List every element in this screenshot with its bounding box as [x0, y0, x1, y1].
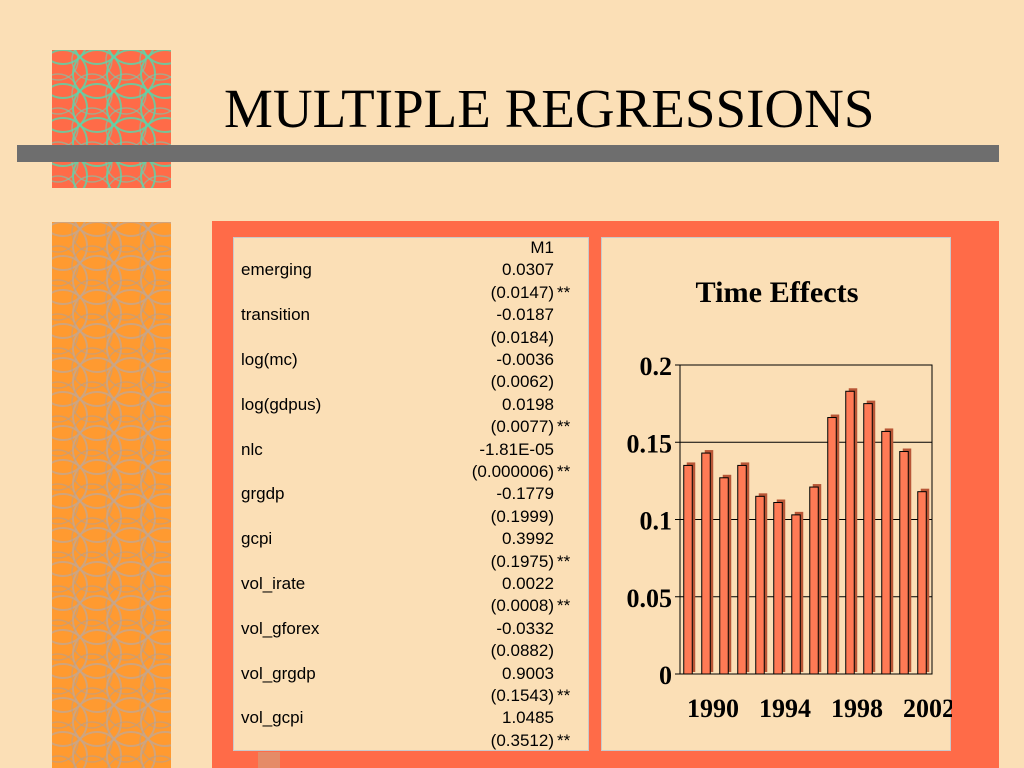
standard-error-value: (0.0882) — [490, 641, 554, 661]
table-row: vol_grgdp 0.9003 — [234, 663, 590, 685]
significance-marker: ** — [557, 417, 571, 437]
variable-label: vol_gcpi — [241, 708, 304, 728]
significance-marker: ** — [557, 551, 571, 571]
table-row-se: (0.0147) ** — [234, 282, 590, 304]
coefficient-value: -0.0187 — [496, 305, 554, 325]
table-row: nlc -1.81E-05 — [234, 439, 590, 461]
title-underline-bar — [17, 145, 999, 162]
table-row-se: (0.0077) ** — [234, 416, 590, 438]
x-tick-label: 1994 — [759, 694, 811, 723]
coefficient-value: 0.0022 — [502, 574, 554, 593]
table-row: vol_irate 0.0022 — [234, 573, 590, 595]
standard-error-value: (0.0008) — [490, 596, 554, 616]
x-tick-label: 1990 — [687, 694, 739, 723]
coefficient-value: 0.9003 — [502, 663, 554, 683]
bar — [863, 403, 873, 675]
decorative-circle-pattern-left — [52, 222, 171, 768]
standard-error-value: (0.0147) — [490, 282, 554, 302]
significance-marker: ** — [557, 282, 571, 302]
significance-marker: ** — [557, 730, 571, 750]
variable-label: vol_gforex — [241, 618, 320, 638]
bar — [701, 452, 711, 675]
variable-label: emerging — [241, 260, 312, 280]
bar — [899, 451, 909, 675]
table-row: vol_gcpi 1.0485 — [234, 707, 590, 729]
table-row-se: (0.000006) ** — [234, 461, 590, 483]
variable-label: vol_grgdp — [241, 663, 316, 683]
bar — [827, 417, 837, 675]
variable-label: log(gdpus) — [241, 394, 322, 414]
y-tick-label: 0.2 — [640, 352, 673, 381]
table-row: log(gdpus) 0.0198 — [234, 394, 590, 416]
coefficient-value: -0.0332 — [496, 618, 554, 638]
coefficient-value: 1.0485 — [502, 708, 554, 728]
table-row: transition -0.0187 — [234, 304, 590, 326]
standard-error-value: (0.1543) — [490, 686, 554, 705]
bar — [755, 495, 765, 675]
standard-error-value: (0.1975) — [490, 551, 554, 571]
standard-error-value: (0.1999) — [490, 506, 554, 526]
standard-error-value: (0.0184) — [490, 327, 554, 347]
table-row: grgdp -0.1779 — [234, 483, 590, 505]
standard-error-value: (0.3512) — [490, 730, 554, 750]
bar — [881, 430, 891, 675]
table-header-row: M1 — [234, 237, 590, 259]
chart-title: Time Effects — [696, 276, 859, 309]
coefficient-value: 0.3992 — [502, 529, 554, 549]
bar — [917, 491, 927, 675]
variable-label: vol_irate — [241, 574, 306, 593]
bar — [773, 502, 783, 675]
y-tick-label: 0.15 — [627, 429, 673, 458]
y-tick-label: 0 — [659, 661, 672, 690]
time-effects-chart: Time Effects 0 0.05 0.1 0.15 0.2 1990 1994 1998 2… — [601, 237, 952, 751]
table-row-se: (0.0062) — [234, 371, 590, 393]
variable-label: log(mc) — [241, 350, 298, 369]
decorative-circle-pattern-top — [52, 50, 171, 188]
standard-error-value: (0.0077) — [490, 417, 554, 437]
variable-label: transition — [241, 305, 310, 325]
coefficient-value: 0.0198 — [502, 394, 554, 414]
table-row-se: (0.1543) ** — [234, 685, 590, 707]
table-row-se: (0.1999) — [234, 506, 590, 528]
table-row: emerging 0.0307 — [234, 259, 590, 281]
coefficient-value: 0.0307 — [502, 260, 554, 280]
significance-marker: ** — [557, 596, 571, 616]
variable-label: nlc — [241, 439, 263, 459]
bar — [809, 486, 819, 675]
x-tick-label: 1998 — [831, 694, 883, 723]
decorative-notch — [258, 752, 280, 768]
significance-marker: ** — [557, 462, 571, 481]
table-row: gcpi 0.3992 — [234, 528, 590, 550]
column-header: M1 — [530, 238, 554, 257]
bar — [683, 464, 693, 675]
bar — [845, 390, 855, 675]
bar — [791, 514, 801, 675]
significance-marker: ** — [557, 686, 571, 705]
variable-label: gcpi — [241, 529, 273, 549]
table-row: vol_gforex -0.0332 — [234, 618, 590, 640]
table-row-se: (0.3512) ** — [234, 730, 590, 752]
standard-error-value: (0.000006) — [471, 462, 554, 481]
standard-error-value: (0.0062) — [490, 372, 554, 392]
variable-label: grgdp — [241, 484, 285, 504]
bar — [737, 464, 747, 675]
table-row-se: (0.0008) ** — [234, 595, 590, 617]
coefficient-value: -0.0036 — [496, 350, 554, 369]
table-row-se: (0.0882) — [234, 640, 590, 662]
table-row-se: (0.1975) ** — [234, 551, 590, 573]
y-tick-label: 0.05 — [627, 584, 673, 613]
y-tick-label: 0.1 — [640, 507, 673, 536]
table-row: log(mc) -0.0036 — [234, 349, 590, 371]
bar — [719, 477, 729, 675]
coefficient-value: -0.1779 — [496, 484, 554, 504]
coefficient-value: -1.81E-05 — [479, 439, 554, 459]
table-row-se: (0.0184) — [234, 327, 590, 349]
page-title: MULTIPLE REGRESSIONS — [224, 78, 875, 139]
regression-table: M1 emerging 0.0307 (0.0147) ** transition -0.0… — [233, 237, 589, 751]
x-tick-label: 2002 — [903, 694, 952, 723]
